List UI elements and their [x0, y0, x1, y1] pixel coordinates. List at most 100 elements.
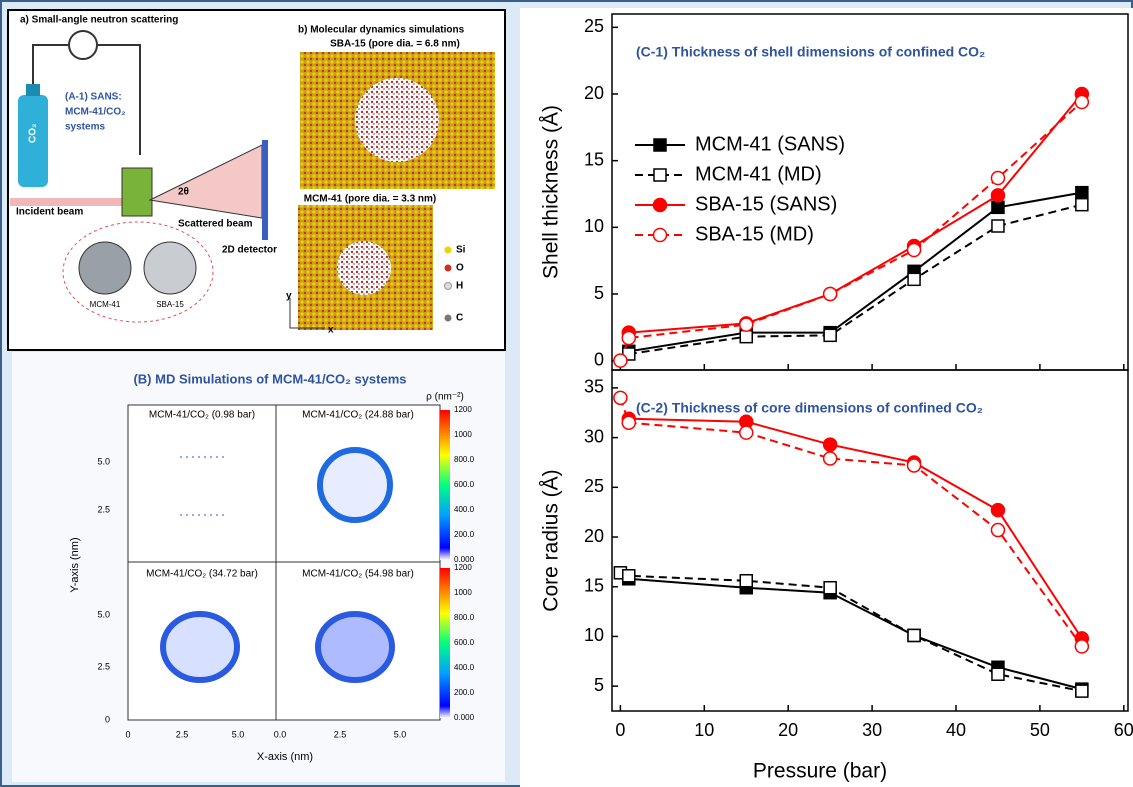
atom-label: Si [456, 245, 466, 256]
colorbar-tick-label: 1200 [454, 405, 472, 414]
mcm-label: MCM-41 [90, 300, 121, 309]
axis-y: y [286, 291, 292, 302]
detector-label: 2D detector [222, 245, 277, 256]
legend-label: SBA-15 (MD) [695, 223, 814, 245]
colorbar-tick-label: 200.0 [454, 688, 475, 697]
y-tick-label: 15 [584, 149, 604, 169]
marker [621, 330, 637, 346]
mcm-caption: MCM-41 (pore dia. = 3.3 nm) [304, 194, 437, 205]
panel-a-art [10, 30, 495, 330]
sans-label: MCM-41/CO₂ [65, 107, 126, 118]
y-tick-label: 25 [584, 16, 604, 36]
panel-a-title: a) Small-angle neutron scattering [20, 15, 178, 26]
sans-label: (A-1) SANS: [65, 92, 122, 103]
plot-label: MCM-41/CO₂ (0.98 bar) [149, 410, 255, 421]
marker [739, 574, 753, 588]
legend-marker [653, 168, 667, 182]
marker [990, 170, 1006, 186]
y-tick-label: 2.5 [97, 504, 110, 514]
y-axis-label: Core radius (Å) [540, 469, 563, 611]
colorbar-tick-label: 600.0 [454, 638, 475, 647]
x-tick-label: 2.5 [334, 729, 347, 739]
y-tick-label: 35 [584, 377, 604, 397]
x-tick-label: 5.0 [394, 729, 407, 739]
panel-b-title: b) Molecular dynamics simulations [298, 25, 465, 36]
marker [990, 502, 1006, 518]
marker [822, 286, 838, 302]
y-tick-label: 5 [594, 283, 604, 303]
legend-marker [652, 227, 668, 243]
legend-marker [652, 197, 668, 213]
colorbar-tick-label: 1000 [454, 430, 472, 439]
x-axis-label: X-axis (nm) [257, 751, 313, 763]
x-tick-label: 10 [694, 720, 714, 740]
x-tick-label: 40 [946, 720, 966, 740]
sba-label: SBA-15 [156, 300, 184, 309]
marker [907, 628, 921, 643]
marker [738, 317, 754, 332]
y-tick-label: 30 [584, 426, 604, 446]
x-tick-label: 50 [1030, 720, 1050, 740]
y-tick-label: 5.0 [97, 609, 110, 619]
y-tick-label: 0 [594, 349, 604, 369]
marker [906, 458, 922, 473]
legend-label: MCM-41 (MD) [695, 163, 822, 185]
plot-frame [611, 369, 1129, 712]
colorbar-tick-label: 400.0 [454, 505, 475, 514]
y-tick-label: 5 [594, 675, 604, 695]
colorbar-tick-label: 1200 [454, 563, 472, 572]
colorbar-tick-label: 1000 [454, 588, 472, 597]
marker [613, 353, 628, 368]
atom-label: O [456, 263, 464, 274]
marker [991, 219, 1005, 233]
marker [1074, 94, 1090, 110]
y-tick-label: 15 [584, 575, 604, 595]
charts: 0 5 10 15 20 25 (C-1) Thickness of shell dimen… [540, 13, 1133, 783]
colorbar-tick-label: 800.0 [454, 613, 475, 622]
marker [990, 188, 1006, 203]
scattered-label: Scattered beam [178, 219, 253, 230]
plot-label: MCM-41/CO₂ (24.88 bar) [302, 410, 414, 421]
marker [907, 272, 921, 287]
angle-label: 2θ [178, 187, 189, 198]
y-tick-label: 20 [584, 83, 604, 103]
marker [823, 328, 837, 343]
y-axis-label: Shell thickness (Å) [540, 105, 563, 279]
marker [991, 667, 1005, 681]
x-tick-label: 5.0 [232, 729, 245, 739]
y-tick-label: 25 [584, 476, 604, 496]
colorbar-tick-label: 400.0 [454, 663, 475, 672]
incident-label: Incident beam [16, 207, 83, 218]
x-tick-label: 60 [1114, 720, 1133, 740]
marker [738, 425, 754, 440]
marker [823, 580, 837, 595]
marker [1075, 197, 1089, 212]
y-tick-label: 0 [105, 714, 110, 724]
colorbar-label: ρ (nm⁻²) [426, 392, 464, 403]
colorbar-tick-label: 0.000 [454, 713, 475, 722]
colorbar-tick-label: 600.0 [454, 480, 475, 489]
colorbar-tick-label: 0.000 [454, 555, 475, 564]
tank-label: CO₂ [28, 124, 39, 143]
x-tick-label: 0 [125, 729, 130, 739]
x-tick-label: 20 [778, 720, 798, 740]
colorbar-tick-label: 800.0 [454, 455, 475, 464]
x-tick-label: 30 [862, 720, 882, 740]
sba-caption: SBA-15 (pore dia. = 6.8 nm) [330, 39, 460, 50]
marker [1075, 684, 1089, 698]
legend-label: SBA-15 (SANS) [695, 193, 837, 215]
marker [991, 200, 1005, 215]
series-line [628, 93, 1083, 334]
axis-x: x [328, 325, 334, 336]
chart-title: (C-1) Thickness of shell dimensions of c… [636, 44, 985, 60]
panel-b-art [127, 404, 450, 721]
panel-b-ticks: 5.0 2.5 5.0 2.5 0 0 2.5 5.0 0.0 2.5 5.0 1200 1000 800… [97, 405, 474, 739]
series-line [628, 577, 1083, 691]
y-tick-label: 5.0 [97, 456, 110, 466]
marker [621, 415, 637, 430]
marker [1075, 185, 1089, 200]
atom-label: C [456, 313, 463, 324]
y-tick-label: 2.5 [97, 661, 110, 671]
